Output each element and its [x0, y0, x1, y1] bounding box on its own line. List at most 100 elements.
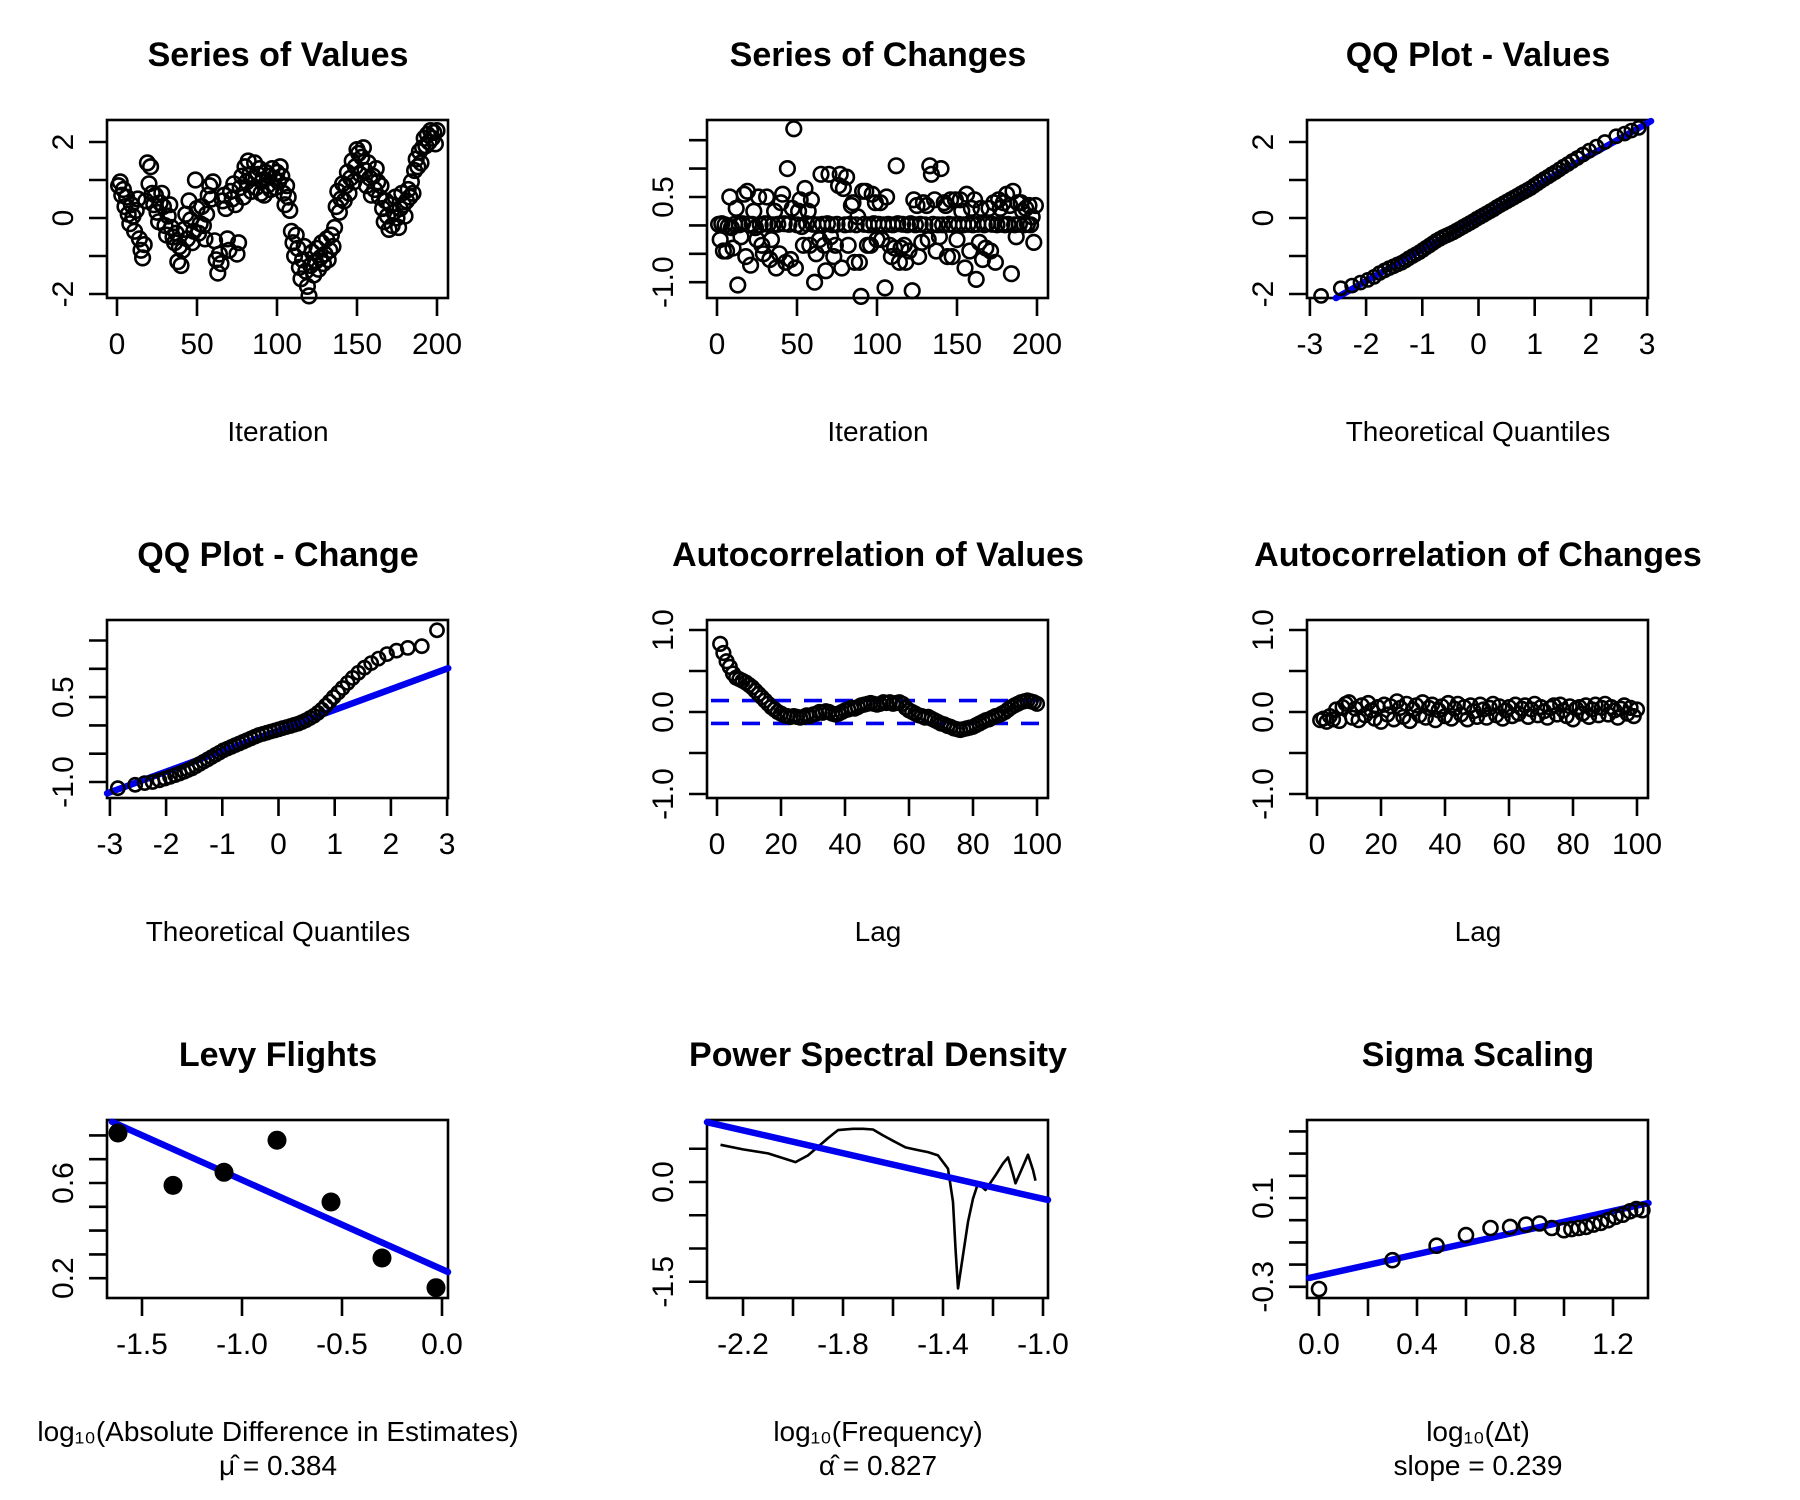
y-tick-label: -2 — [1247, 281, 1280, 308]
panel-title: QQ Plot - Change — [137, 536, 419, 574]
data-point — [798, 215, 816, 233]
data-point — [127, 201, 145, 219]
data-point — [214, 1162, 234, 1182]
data-point — [715, 644, 732, 662]
data-point — [1026, 196, 1045, 215]
data-point — [806, 273, 824, 291]
panel-autocorrelation-of-values: Autocorrelation of Values 0 20 40 60 80 100 1.… — [600, 500, 1200, 1000]
x-tick-label: 20 — [1364, 828, 1397, 861]
data-point — [402, 173, 421, 191]
panel-title: QQ Plot - Values — [1345, 36, 1611, 74]
x-tick-label: 80 — [956, 828, 989, 861]
panel-title: Levy Flights — [178, 1036, 378, 1074]
data-point — [962, 199, 981, 217]
data-point — [317, 697, 334, 714]
x-tick-label: 150 — [332, 328, 382, 361]
x-tick-label: 0.4 — [1396, 1328, 1438, 1361]
plot-box — [1305, 118, 1650, 300]
data-point — [127, 776, 144, 793]
x-tick-label: -1.8 — [817, 1328, 869, 1361]
x-tick-label: 0 — [709, 328, 726, 361]
data-point — [428, 122, 446, 140]
data-point — [838, 168, 856, 186]
data-point — [136, 775, 153, 791]
data-point — [380, 220, 398, 238]
data-point — [826, 236, 844, 254]
x-tick-label: -1.4 — [917, 1328, 969, 1361]
data-point — [271, 158, 289, 176]
data-point — [172, 256, 190, 275]
panel-title: Autocorrelation of Values — [672, 536, 1084, 574]
data-point — [1028, 695, 1046, 712]
data-point — [1609, 709, 1626, 726]
x-tick-label: 2 — [1583, 328, 1600, 361]
y-tick-label: 0.1 — [1247, 1177, 1280, 1219]
data-point — [903, 282, 921, 300]
data-point — [1501, 1218, 1519, 1236]
y-tick-label: 0.0 — [647, 1161, 680, 1203]
data-point — [846, 253, 864, 271]
y-tick-label: -1.0 — [1247, 768, 1280, 820]
data-point — [1623, 122, 1640, 139]
data-point — [942, 191, 960, 209]
x-tick-label: 60 — [1492, 828, 1525, 861]
y-tick-label: -2 — [47, 281, 80, 308]
x-axis-label: log₁₀(Frequency) — [773, 1416, 983, 1447]
data-point — [218, 230, 236, 248]
data-point — [273, 167, 291, 185]
data-point — [1628, 701, 1646, 718]
data-point — [212, 255, 230, 273]
x-tick-label: 0 — [709, 828, 726, 861]
data-point — [847, 216, 865, 234]
data-point — [399, 180, 417, 199]
data-point — [1543, 1219, 1561, 1237]
y-tick-label: 0.5 — [647, 176, 680, 218]
data-point — [967, 270, 985, 289]
data-point — [322, 226, 341, 244]
data-point — [934, 216, 952, 234]
panel-qq-plot-values: QQ Plot - Values -3 -2 -1 0 1 2 3 2 0 -2 Theoreti… — [1200, 0, 1800, 500]
data-point — [267, 1130, 287, 1150]
x-tick-label: 50 — [780, 328, 813, 361]
data-point — [1384, 1251, 1401, 1269]
x-tick-label: 100 — [252, 328, 302, 361]
x-tick-label: -1.0 — [216, 1328, 268, 1361]
data-point — [961, 242, 979, 260]
data-point — [429, 622, 445, 639]
data-point — [794, 236, 812, 254]
x-tick-label: 60 — [892, 828, 925, 861]
data-point — [404, 184, 422, 202]
data-point — [786, 259, 804, 277]
data-point — [769, 215, 787, 233]
plot-box — [1305, 1118, 1650, 1300]
data-point — [108, 1123, 128, 1143]
alpha-hat-label: α̂ = 0.827 — [818, 1450, 938, 1481]
plot-qq-change: -3 -2 -1 0 1 2 3 0.5 -1.0 — [47, 618, 455, 861]
x-tick-label: -3 — [1297, 328, 1324, 361]
data-point — [186, 171, 204, 189]
x-tick-label: 100 — [1612, 828, 1662, 861]
x-axis-label: Theoretical Quantiles — [1345, 416, 1611, 447]
data-point — [887, 157, 905, 175]
panel-power-spectral-density: Power Spectral Density -2.2 -1.8 -1.4 -1.0 0… — [600, 1000, 1200, 1500]
plot-box — [705, 618, 1050, 800]
data-point — [929, 216, 947, 234]
data-point — [370, 650, 387, 667]
data-point — [1002, 265, 1021, 283]
data-point — [1588, 138, 1605, 155]
data-point — [878, 188, 896, 206]
x-axis-label: log₁₀(Absolute Difference in Estimates) — [37, 1416, 519, 1447]
data-point — [1577, 1218, 1595, 1236]
data-point — [129, 190, 147, 208]
data-point — [1585, 1216, 1602, 1233]
panel-series-of-changes: Series of Changes 0 50 100 150 200 0.5 -1.0 It… — [600, 0, 1200, 500]
plot-psd: -2.2 -1.8 -1.4 -1.0 0.0 -1.5 — [647, 1118, 1069, 1361]
x-tick-label: -3 — [97, 828, 124, 861]
data-point — [919, 231, 937, 249]
data-point — [1022, 216, 1040, 234]
mu-hat-label: μ̂ = 0.384 — [218, 1450, 338, 1481]
data-point — [161, 196, 179, 214]
data-point — [828, 215, 846, 233]
plot-qq-values: -3 -2 -1 0 1 2 3 2 0 -2 — [1247, 117, 1655, 361]
